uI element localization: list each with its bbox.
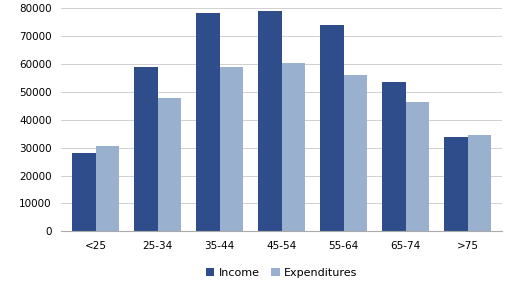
Bar: [344, 75, 367, 231]
Bar: [72, 153, 96, 231]
Bar: [158, 98, 181, 231]
Bar: [220, 67, 243, 231]
Bar: [320, 25, 344, 231]
Bar: [96, 146, 119, 231]
Bar: [382, 82, 406, 231]
Bar: [196, 13, 220, 231]
Bar: [406, 102, 429, 231]
Bar: [444, 136, 467, 231]
Bar: [258, 11, 282, 231]
Bar: [282, 63, 305, 231]
Bar: [467, 135, 491, 231]
Bar: [134, 67, 158, 231]
Legend: Income, Expenditures: Income, Expenditures: [201, 264, 362, 282]
